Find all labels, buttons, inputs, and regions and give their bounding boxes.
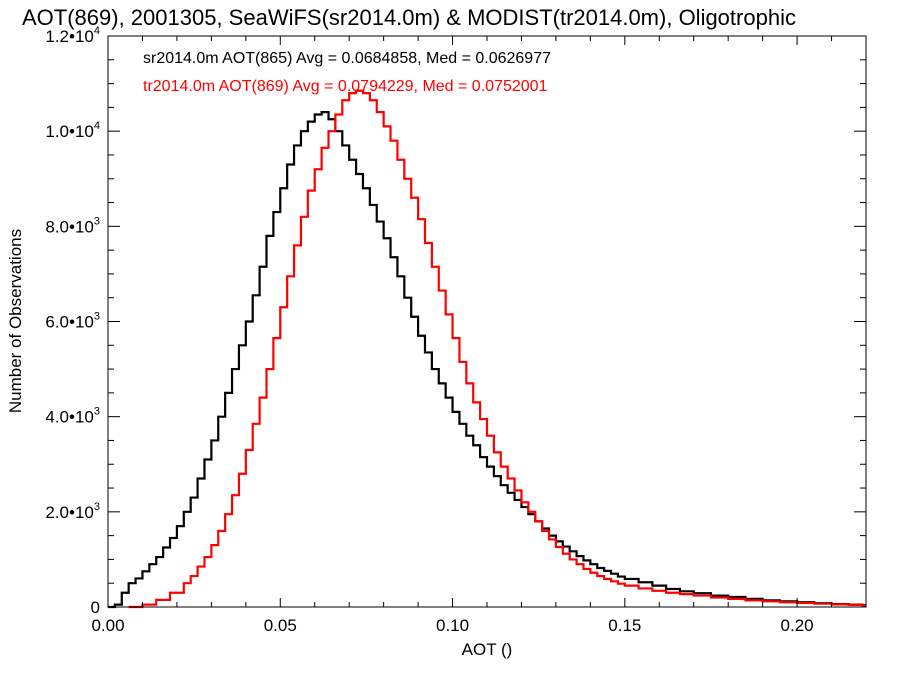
y-tick-mantissa: 8.0•10 [45, 217, 94, 236]
y-tick-label: 1.0•104 [45, 120, 100, 141]
legend-entry-1: tr2014.0m AOT(869) Avg = 0.0794229, Med … [143, 78, 548, 95]
y-tick-mantissa: 2.0•10 [45, 503, 94, 522]
y-axis-label: Number of Observations [6, 229, 25, 413]
y-tick-label: 8.0•103 [45, 215, 100, 236]
legend: sr2014.0m AOT(865) Avg = 0.0684858, Med … [143, 50, 551, 95]
x-tick-label: 0.20 [781, 616, 814, 635]
x-tick-label: 0.10 [436, 616, 469, 635]
y-tick-mantissa: 4.0•10 [45, 408, 94, 427]
x-tick-label: 0.00 [91, 616, 124, 635]
chart-title: AOT(869), 2001305, SeaWiFS(sr2014.0m) & … [22, 5, 796, 30]
y-tick-label: 6.0•103 [45, 311, 100, 332]
x-tick-label: 0.15 [608, 616, 641, 635]
y-tick-label: 2.0•103 [45, 501, 100, 522]
x-tick-label: 0.05 [264, 616, 297, 635]
y-tick-exponent: 4 [94, 120, 100, 132]
y-tick-exponent: 3 [94, 311, 100, 323]
y-tick-mantissa: 0 [91, 598, 100, 617]
plot-frame [107, 35, 867, 608]
y-tick-label: 4.0•103 [45, 406, 100, 427]
y-tick-exponent: 4 [94, 25, 100, 37]
legend-entry-0: sr2014.0m AOT(865) Avg = 0.0684858, Med … [143, 50, 551, 67]
y-tick-mantissa: 6.0•10 [45, 313, 94, 332]
x-axis-label: AOT () [462, 640, 513, 659]
plot-series [108, 89, 866, 609]
y-tick-label: 1.2•104 [45, 25, 100, 46]
y-tick-exponent: 3 [94, 501, 100, 513]
y-tick-exponent: 3 [94, 215, 100, 227]
y-tick-mantissa: 1.0•10 [45, 122, 94, 141]
series-line-0 [108, 111, 866, 609]
series-line-1 [128, 89, 866, 609]
y-tick-exponent: 3 [94, 406, 100, 418]
x-axis: 0.00 0.05 0.10 0.15 0.20 [91, 36, 833, 635]
y-tick-label: 0 [91, 598, 100, 617]
y-tick-mantissa: 1.2•10 [45, 27, 94, 46]
y-axis: 02.0•1034.0•1036.0•1038.0•1031.0•1041.2•… [45, 25, 866, 617]
